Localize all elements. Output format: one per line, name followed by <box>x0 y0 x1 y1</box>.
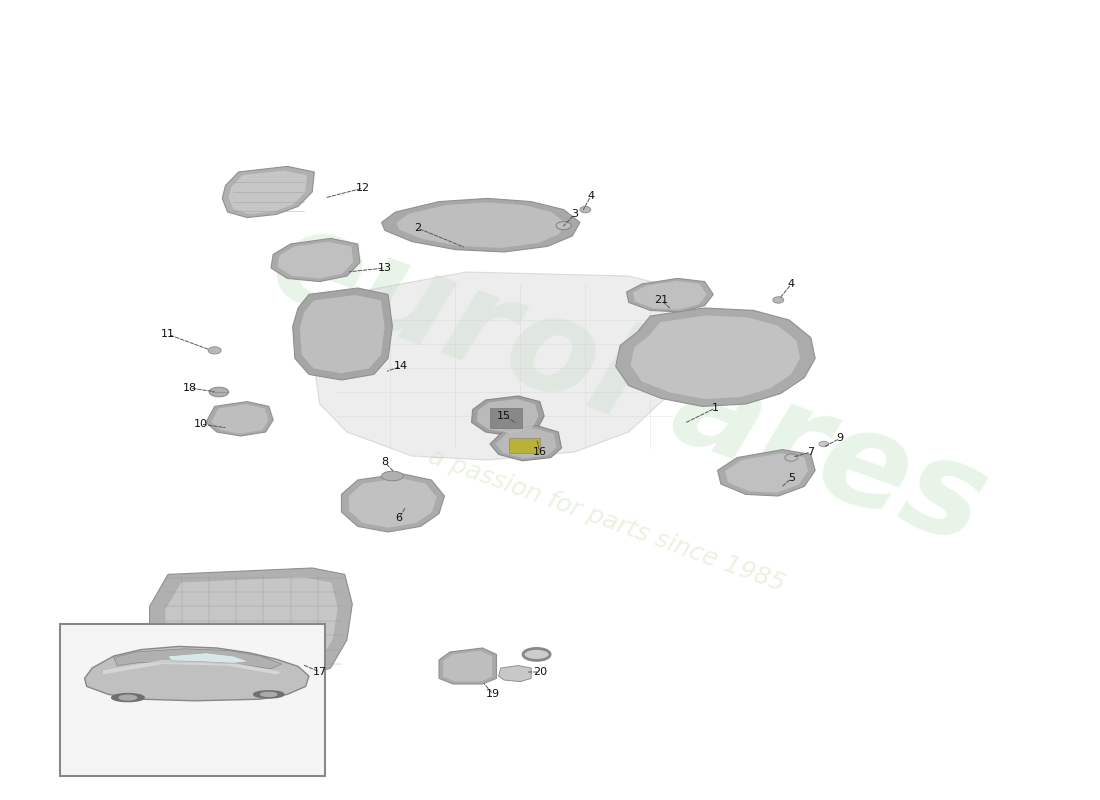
Polygon shape <box>165 577 338 672</box>
Polygon shape <box>222 166 315 218</box>
Text: euroPares: euroPares <box>255 196 1003 572</box>
Text: 4: 4 <box>788 279 795 289</box>
Bar <box>59 624 326 776</box>
Bar <box>490 408 522 428</box>
Polygon shape <box>229 170 307 214</box>
Text: 12: 12 <box>356 183 371 193</box>
Polygon shape <box>490 426 561 461</box>
Ellipse shape <box>208 346 221 354</box>
Text: 6: 6 <box>395 514 403 523</box>
Ellipse shape <box>580 206 591 213</box>
Text: 17: 17 <box>312 667 327 677</box>
Text: 15: 15 <box>497 411 512 421</box>
Polygon shape <box>211 404 268 434</box>
Text: 21: 21 <box>654 295 669 305</box>
Text: 5: 5 <box>788 474 795 483</box>
Text: 3: 3 <box>571 210 578 219</box>
Polygon shape <box>341 474 444 532</box>
Text: 19: 19 <box>486 690 500 699</box>
Polygon shape <box>206 402 273 436</box>
Polygon shape <box>349 478 437 528</box>
Polygon shape <box>443 651 492 682</box>
Text: 14: 14 <box>394 362 408 371</box>
Polygon shape <box>616 308 815 406</box>
Ellipse shape <box>209 387 229 397</box>
Ellipse shape <box>112 694 144 702</box>
Ellipse shape <box>557 222 571 230</box>
Polygon shape <box>632 281 707 310</box>
Text: 9: 9 <box>836 434 844 443</box>
Text: a passion for parts since 1985: a passion for parts since 1985 <box>426 444 789 596</box>
Polygon shape <box>396 202 565 248</box>
Bar <box>509 438 540 453</box>
Text: 20: 20 <box>532 667 547 677</box>
Polygon shape <box>627 278 713 312</box>
Text: 11: 11 <box>161 330 175 339</box>
Ellipse shape <box>254 690 284 698</box>
Ellipse shape <box>820 442 828 446</box>
Text: 8: 8 <box>382 458 388 467</box>
Polygon shape <box>630 315 800 399</box>
Polygon shape <box>293 288 393 380</box>
Polygon shape <box>103 660 282 674</box>
Ellipse shape <box>525 650 549 659</box>
Polygon shape <box>315 272 705 460</box>
Polygon shape <box>277 242 353 278</box>
Polygon shape <box>717 450 815 496</box>
Polygon shape <box>85 646 309 701</box>
Text: 18: 18 <box>183 383 197 393</box>
Text: 16: 16 <box>532 447 547 457</box>
Polygon shape <box>382 198 580 252</box>
Polygon shape <box>113 649 282 669</box>
Text: 7: 7 <box>807 447 814 457</box>
Ellipse shape <box>773 297 783 303</box>
Polygon shape <box>300 295 385 374</box>
Ellipse shape <box>784 454 798 461</box>
Ellipse shape <box>382 471 404 481</box>
Text: 4: 4 <box>587 191 594 201</box>
Polygon shape <box>271 238 360 282</box>
Polygon shape <box>472 396 544 436</box>
Ellipse shape <box>261 692 277 696</box>
Polygon shape <box>498 666 531 682</box>
Polygon shape <box>496 428 557 458</box>
Polygon shape <box>168 653 250 663</box>
Polygon shape <box>150 568 352 680</box>
Text: 13: 13 <box>377 263 392 273</box>
Text: 10: 10 <box>194 419 208 429</box>
Polygon shape <box>439 648 496 684</box>
Polygon shape <box>477 399 539 433</box>
Polygon shape <box>725 454 808 493</box>
Ellipse shape <box>119 695 136 700</box>
Text: 2: 2 <box>414 223 421 233</box>
Text: 1: 1 <box>712 403 719 413</box>
